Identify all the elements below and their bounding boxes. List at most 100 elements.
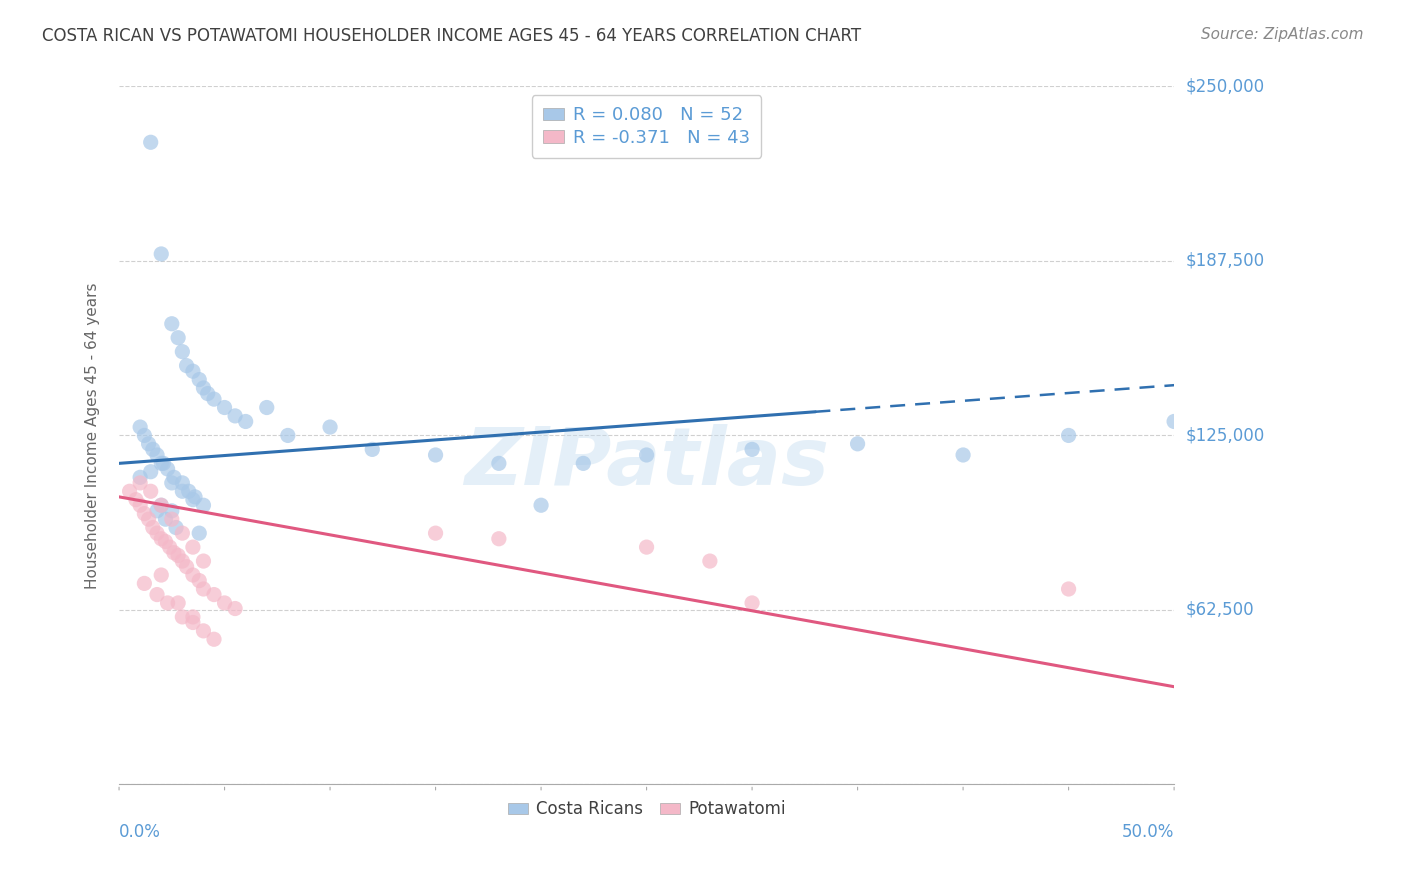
Point [846, 437, 869, 451]
Point [202, 588, 225, 602]
Point [156, 596, 179, 610]
Point [741, 596, 763, 610]
Point [197, 386, 219, 401]
Point [425, 526, 447, 541]
Point [319, 420, 342, 434]
Point [139, 136, 162, 150]
Point [172, 526, 194, 541]
Point [139, 465, 162, 479]
Point [167, 549, 190, 563]
Point [129, 475, 152, 490]
Text: 50.0%: 50.0% [1122, 823, 1174, 841]
Point [176, 359, 198, 373]
Point [181, 492, 204, 507]
Point [160, 504, 183, 518]
Point [172, 554, 194, 568]
Point [160, 512, 183, 526]
Point [488, 456, 510, 470]
Point [256, 401, 278, 415]
Point [134, 507, 156, 521]
Point [138, 512, 160, 526]
Point [193, 381, 215, 395]
Point [636, 448, 658, 462]
Point [193, 498, 215, 512]
Text: $125,000: $125,000 [1185, 426, 1264, 444]
Point [1163, 415, 1185, 429]
Point [172, 610, 194, 624]
Point [181, 610, 204, 624]
Point [156, 462, 179, 476]
Point [165, 520, 187, 534]
Point [160, 475, 183, 490]
Point [146, 448, 169, 462]
Point [150, 568, 173, 582]
Point [150, 456, 173, 470]
Point [224, 409, 246, 423]
Point [150, 532, 173, 546]
Point [118, 484, 141, 499]
Point [138, 437, 160, 451]
Point [952, 448, 974, 462]
Point [134, 428, 156, 442]
Point [1057, 428, 1080, 442]
Text: ZIPatlas: ZIPatlas [464, 425, 830, 502]
Point [277, 428, 299, 442]
Text: $62,500: $62,500 [1185, 601, 1254, 619]
Point [530, 498, 553, 512]
Point [150, 247, 173, 261]
Point [181, 568, 204, 582]
Point [214, 596, 236, 610]
Point [235, 415, 257, 429]
Point [159, 540, 181, 554]
Point [129, 420, 152, 434]
Text: COSTA RICAN VS POTAWATOMI HOUSEHOLDER INCOME AGES 45 - 64 YEARS CORRELATION CHAR: COSTA RICAN VS POTAWATOMI HOUSEHOLDER IN… [42, 27, 862, 45]
Point [167, 331, 190, 345]
Point [214, 401, 236, 415]
Point [125, 492, 148, 507]
Point [184, 490, 207, 504]
Point [152, 456, 174, 470]
Legend: Costa Ricans, Potawatomi: Costa Ricans, Potawatomi [501, 794, 792, 825]
Point [129, 470, 152, 484]
Point [1057, 582, 1080, 596]
Point [177, 484, 200, 499]
Point [163, 470, 186, 484]
Point [741, 442, 763, 457]
Point [181, 615, 204, 630]
Point [193, 624, 215, 638]
Point [202, 392, 225, 406]
Text: $250,000: $250,000 [1185, 78, 1264, 95]
Point [163, 546, 186, 560]
Point [142, 442, 165, 457]
Point [188, 373, 211, 387]
Point [172, 484, 194, 499]
Point [188, 526, 211, 541]
Point [224, 601, 246, 615]
Point [134, 576, 156, 591]
Point [361, 442, 384, 457]
Point [488, 532, 510, 546]
Point [172, 344, 194, 359]
Y-axis label: Householder Income Ages 45 - 64 years: Householder Income Ages 45 - 64 years [86, 282, 100, 589]
Point [202, 632, 225, 647]
Point [188, 574, 211, 588]
Point [699, 554, 721, 568]
Point [172, 475, 194, 490]
Point [636, 540, 658, 554]
Point [155, 534, 177, 549]
Text: Source: ZipAtlas.com: Source: ZipAtlas.com [1201, 27, 1364, 42]
Point [572, 456, 595, 470]
Text: $187,500: $187,500 [1185, 252, 1264, 270]
Point [150, 498, 173, 512]
Point [146, 504, 169, 518]
Point [193, 582, 215, 596]
Point [181, 540, 204, 554]
Point [142, 520, 165, 534]
Point [181, 364, 204, 378]
Point [176, 559, 198, 574]
Text: 0.0%: 0.0% [120, 823, 160, 841]
Point [150, 498, 173, 512]
Point [146, 588, 169, 602]
Point [167, 596, 190, 610]
Point [193, 554, 215, 568]
